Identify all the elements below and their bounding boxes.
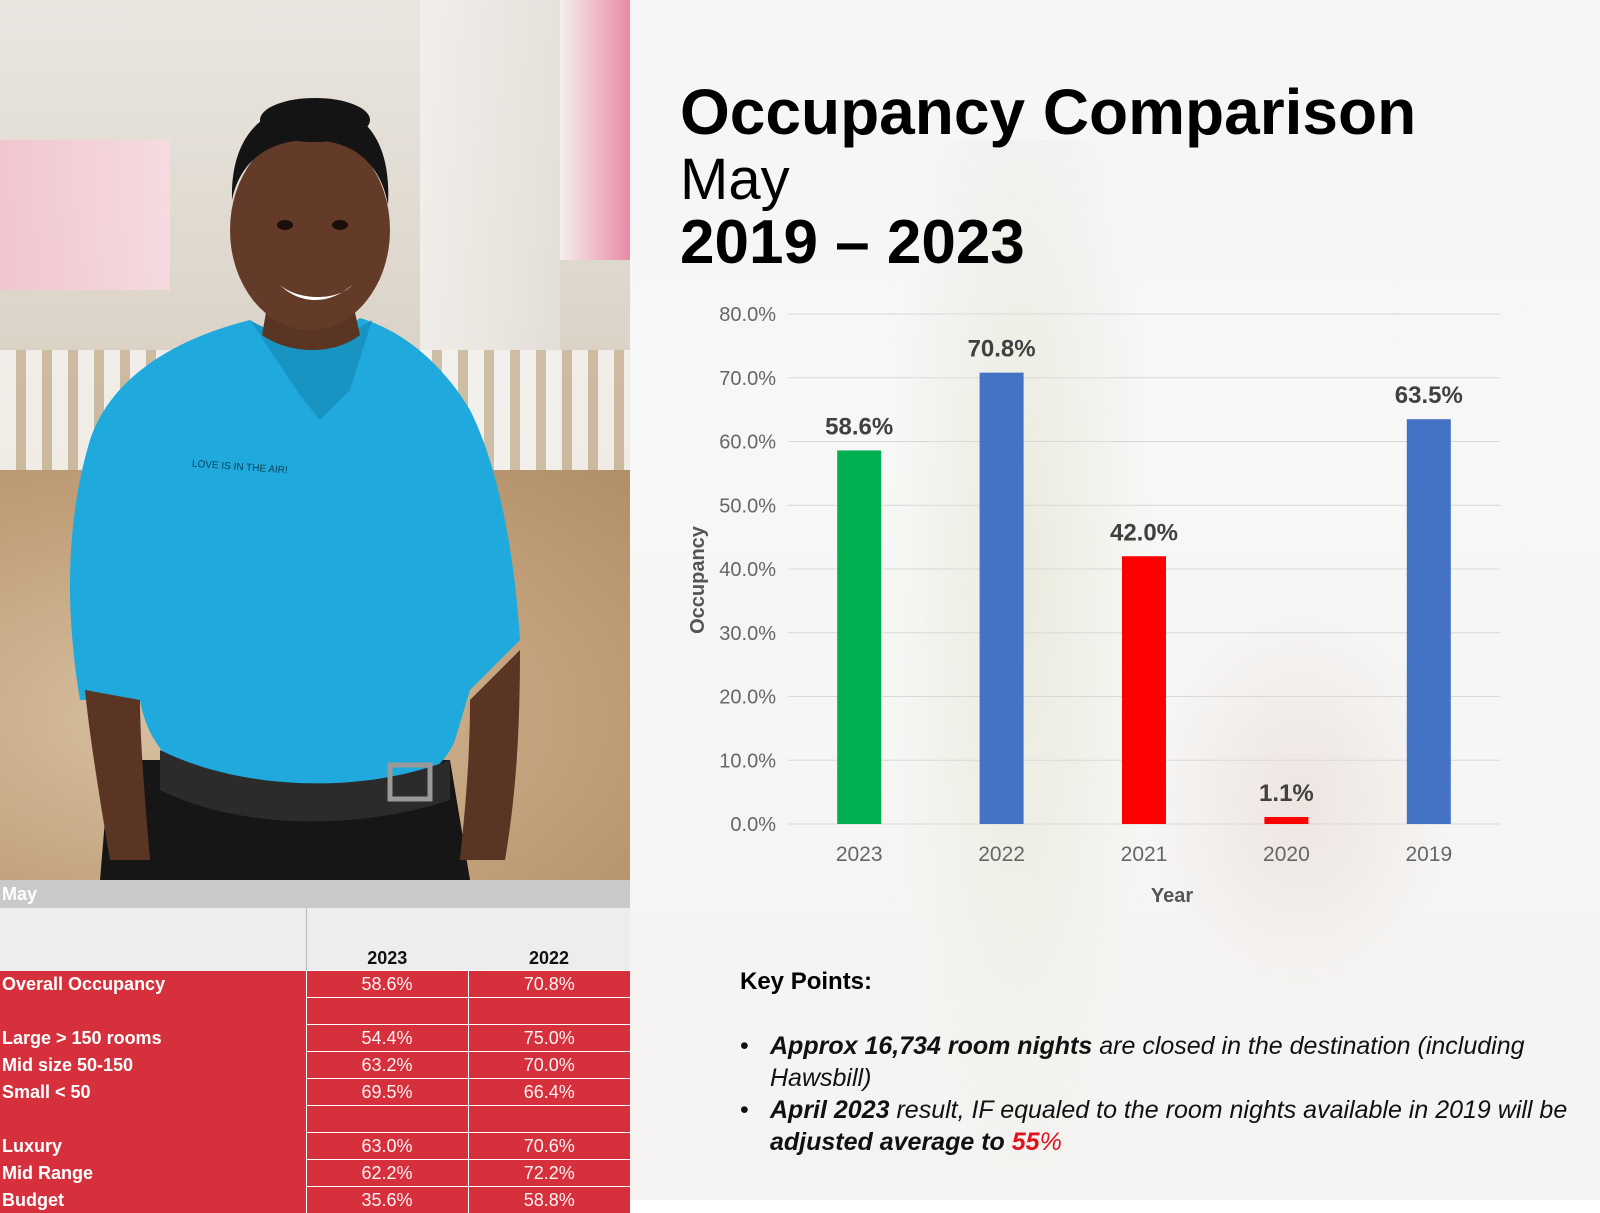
x-tick-label-2022: 2022 <box>978 843 1025 866</box>
bar-2021 <box>1122 556 1166 824</box>
table-cell-2022: 70.6% <box>468 1133 630 1160</box>
y-tick-label: 0.0% <box>730 814 776 836</box>
key-point-2-percent: % <box>1040 1128 1062 1156</box>
table-cell-2023: 54.4% <box>306 1025 468 1052</box>
table-row <box>0 998 630 1025</box>
table-row-label: Mid Range <box>0 1160 306 1187</box>
table-row <box>0 1106 630 1133</box>
key-point-1: Approx 16,734 room nights are closed in … <box>740 1030 1570 1094</box>
y-tick-label: 70.0% <box>719 368 776 390</box>
table-row-label: Luxury <box>0 1133 306 1160</box>
year-range: 2019 – 2023 <box>680 208 1025 278</box>
key-point-1-bold: Approx 16,734 room nights <box>770 1032 1092 1060</box>
table-cell-2022 <box>468 998 630 1025</box>
table-row-label: Overall Occupancy <box>0 971 306 998</box>
key-points-heading: Key Points: <box>740 968 872 996</box>
table-row-label <box>0 1106 306 1133</box>
table-header-blank <box>0 908 306 971</box>
x-axis-label: Year <box>1151 885 1193 907</box>
bar-2023 <box>837 450 881 824</box>
table-cell-2022: 66.4% <box>468 1079 630 1106</box>
staff-photo: LOVE IS IN THE AIR! <box>0 0 630 880</box>
y-tick-label: 80.0% <box>719 304 776 326</box>
x-tick-label-2021: 2021 <box>1121 843 1168 866</box>
table-cell-2023: 58.6% <box>306 971 468 998</box>
x-tick-label-2020: 2020 <box>1263 843 1310 866</box>
occupancy-bar-chart: 0.0% 10.0% 20.0% 30.0% 40.0% 50.0% 60.0% 70.0% 8… <box>680 290 1550 930</box>
table-cell-2022: 72.2% <box>468 1160 630 1187</box>
bar-2022 <box>980 373 1024 824</box>
table-header-2022: 2022 <box>468 908 630 971</box>
page-subtitle: May <box>680 148 790 212</box>
y-tick-label: 30.0% <box>719 623 776 645</box>
table-cell-2022: 70.8% <box>468 971 630 998</box>
table-section-label: May <box>0 880 630 908</box>
table-cell-2023: 63.2% <box>306 1052 468 1079</box>
table-row-label: Large > 150 rooms <box>0 1025 306 1052</box>
table-header-row: 2023 2022 <box>0 908 630 971</box>
data-label-2022: 70.8% <box>968 336 1036 363</box>
key-point-2-bold: April 2023 <box>770 1096 890 1124</box>
table-section-row: May <box>0 880 630 908</box>
table-row-label: Small < 50 <box>0 1079 306 1106</box>
table-cell-2023: 69.5% <box>306 1079 468 1106</box>
y-tick-label: 60.0% <box>719 432 776 454</box>
person-illustration: LOVE IS IN THE AIR! <box>0 0 630 880</box>
table-cell-2023: 63.0% <box>306 1133 468 1160</box>
y-tick-label: 40.0% <box>719 559 776 581</box>
key-point-2-highlight: 55 <box>1012 1128 1040 1156</box>
data-label-2020: 1.1% <box>1259 780 1314 807</box>
table-row-label: Mid size 50-150 <box>0 1052 306 1079</box>
table-cell-2023: 62.2% <box>306 1160 468 1187</box>
bar-2019 <box>1407 419 1451 824</box>
bar-2020 <box>1264 817 1308 824</box>
table-cell-2022: 70.0% <box>468 1052 630 1079</box>
table-header-2023: 2023 <box>306 908 468 971</box>
data-label-2023: 58.6% <box>825 413 893 440</box>
x-tick-label-2019: 2019 <box>1405 843 1452 866</box>
page-title: Occupancy Comparison <box>680 76 1416 148</box>
key-points-list: Approx 16,734 room nights are closed in … <box>740 1030 1570 1158</box>
table-cell-2023 <box>306 998 468 1025</box>
table-cell-2023 <box>306 1106 468 1133</box>
y-tick-label: 20.0% <box>719 687 776 709</box>
key-point-2: April 2023 result, IF equaled to the roo… <box>740 1094 1570 1158</box>
y-tick-label: 10.0% <box>719 750 776 772</box>
key-point-2-bold2: adjusted average to <box>770 1128 1012 1156</box>
key-point-2-text: result, IF equaled to the room nights av… <box>890 1096 1568 1124</box>
table-cell-2022 <box>468 1106 630 1133</box>
data-label-2019: 63.5% <box>1395 382 1463 409</box>
y-tick-label: 50.0% <box>719 495 776 517</box>
data-label-2021: 42.0% <box>1110 519 1178 546</box>
x-tick-label-2023: 2023 <box>836 843 883 866</box>
table-cell-2022: 75.0% <box>468 1025 630 1052</box>
y-axis-label: Occupancy <box>687 525 709 634</box>
table-row-label <box>0 998 306 1025</box>
